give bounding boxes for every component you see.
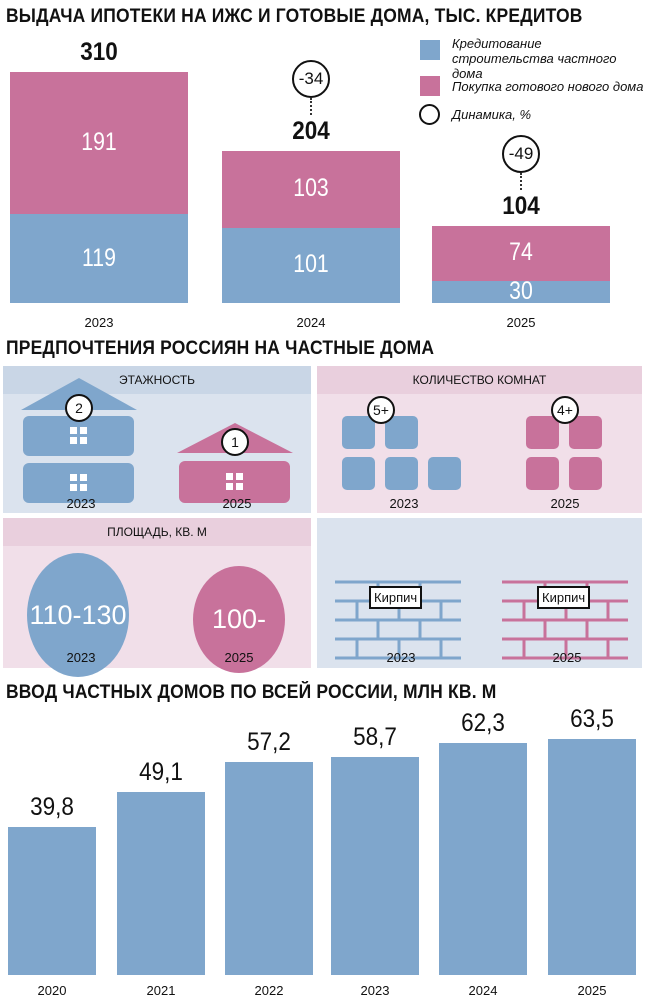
bar-value-label: 103: [293, 174, 329, 203]
bar-2020: [8, 826, 96, 975]
bar-value-label: 49,1: [139, 758, 183, 787]
bar-2022: [225, 762, 313, 975]
dynamics-badge: -34: [292, 60, 330, 99]
x-tick-label: 2023: [360, 983, 390, 998]
year-label: 2023: [386, 650, 416, 665]
panel-rooms: КОЛИЧЕСТВО КОМНАТ 5+ 4+ 2023 2025: [317, 366, 642, 513]
floor-icon: [23, 416, 134, 456]
bar-value-label: 119: [82, 243, 116, 272]
rooms-2025-badge: 4+: [551, 396, 579, 424]
bar-value-label: 30: [509, 276, 533, 305]
year-label: 2025: [222, 496, 252, 511]
x-tick-label: 2021: [146, 983, 176, 998]
bar-construction-2024: 101: [222, 227, 400, 303]
floor-icon: [179, 461, 290, 503]
bar-purchase-2025: 74: [432, 225, 610, 281]
year-label: 2023: [66, 650, 96, 665]
legend-label-dynamics: Динамика, %: [452, 107, 532, 122]
panel-floors: ЭТАЖНОСТЬ 2 1 2023 2025: [3, 366, 311, 513]
panel-area-title: ПЛОЩАДЬ, КВ. М: [3, 518, 311, 546]
year-label: 2023: [66, 496, 96, 511]
bar-value-label: 62,3: [461, 709, 505, 738]
bar-value-label: 191: [81, 128, 117, 157]
bar-construction-2023: 119: [10, 214, 188, 303]
x-tick-label: 2024: [296, 315, 326, 330]
bar-value-label: 63,5: [570, 704, 614, 733]
bar-2025: [548, 738, 636, 975]
dynamics-connector: [310, 98, 312, 116]
chart2-title: ВВОД ЧАСТНЫХ ДОМОВ ПО ВСЕЙ РОССИИ, МЛН К…: [6, 682, 497, 703]
x-tick-label: 2022: [254, 983, 284, 998]
bar-value-label: 58,7: [353, 722, 397, 751]
bar-value-label: 74: [509, 238, 533, 267]
dynamics-badge: -49: [502, 134, 540, 173]
year-label: 2023: [389, 496, 419, 511]
area-2023-circle: 110-130: [27, 553, 129, 677]
panel-materials: Кирпич Кирпич 2023 2025: [317, 518, 642, 668]
x-tick-label: 2025: [577, 983, 607, 998]
x-tick-label: 2024: [468, 983, 498, 998]
x-tick-label: 2020: [37, 983, 67, 998]
legend-circle-icon: [419, 104, 440, 125]
bar-value-label: 57,2: [247, 728, 291, 757]
year-label: 2025: [552, 650, 582, 665]
legend-label-construction: Кредитование строительства частного дома: [452, 36, 617, 81]
bar-value-label: 39,8: [30, 792, 74, 821]
prefs-title: ПРЕДПОЧТЕНИЯ РОССИЯН НА ЧАСТНЫЕ ДОМА: [6, 338, 435, 359]
floors-2023-badge: 2: [65, 394, 93, 422]
material-2023-tag: Кирпич: [369, 586, 423, 609]
area-2025-circle: 100-120: [193, 566, 285, 741]
bar-purchase-2024: 103: [222, 151, 400, 228]
x-tick-label: 2025: [506, 315, 536, 330]
legend-label-purchase: Покупка готового нового дома: [452, 79, 644, 94]
bar-2024: [439, 743, 527, 975]
bar-value-label: 101: [293, 250, 329, 279]
legend-swatch-pink: [420, 76, 440, 96]
total-label: 310: [80, 38, 118, 67]
rooms-2023-badge: 5+: [367, 396, 395, 424]
year-label: 2025: [550, 496, 580, 511]
bar-construction-2025: 30: [432, 277, 610, 305]
total-label: 204: [292, 117, 330, 146]
material-2025-tag: Кирпич: [537, 586, 591, 609]
bar-2021: [117, 792, 205, 975]
floors-2025-badge: 1: [221, 428, 249, 456]
bar-2023: [331, 756, 419, 975]
legend-swatch-blue: [420, 40, 440, 60]
year-label: 2025: [224, 650, 254, 665]
floor-icon: [23, 463, 134, 503]
total-label: 104: [502, 191, 540, 220]
panel-rooms-title: КОЛИЧЕСТВО КОМНАТ: [317, 366, 642, 394]
x-tick-label: 2023: [84, 315, 114, 330]
chart1-title: ВЫДАЧА ИПОТЕКИ НА ИЖС И ГОТОВЫЕ ДОМА, ТЫ…: [6, 6, 583, 27]
dynamics-connector: [520, 172, 522, 190]
panel-area: ПЛОЩАДЬ, КВ. М 110-130 100-120 2023 2025: [3, 518, 311, 741]
bar-purchase-2023: 191: [10, 72, 188, 215]
